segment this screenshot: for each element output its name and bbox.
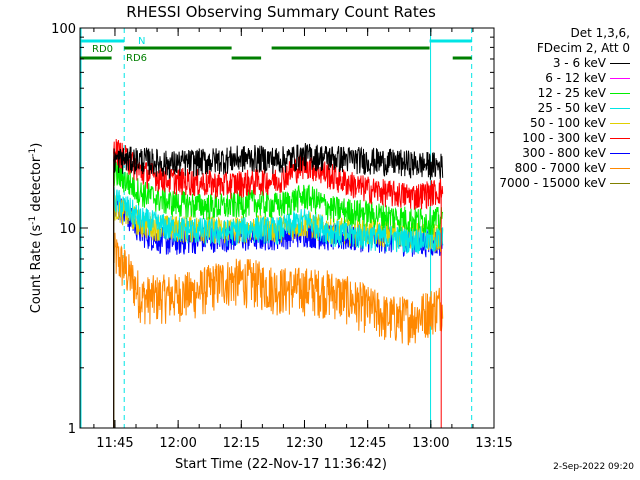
legend-entry-swatch xyxy=(610,108,630,109)
x-tick-label: 13:00 xyxy=(412,436,449,451)
n-label: N xyxy=(138,36,145,47)
y-tick-label: 10 xyxy=(59,222,76,237)
legend-entry: 12 - 25 keV xyxy=(499,86,630,101)
legend-entry-swatch xyxy=(610,138,630,139)
x-axis-title: Start Time (22-Nov-17 11:36:42) xyxy=(175,457,387,472)
x-tick-label: 12:45 xyxy=(349,436,386,451)
legend-detector-info-1: Det 1,3,6, xyxy=(570,26,631,40)
rd6-label: RD6 xyxy=(126,53,147,64)
series-line xyxy=(113,232,444,346)
series-line xyxy=(113,161,444,235)
legend-entries: 3 - 6 keV 6 - 12 keV 12 - 25 keV 25 - 50 ke… xyxy=(499,56,630,191)
legend-detector-info-2: FDecim 2, Att 0 xyxy=(536,41,630,55)
legend-entry: 6 - 12 keV xyxy=(499,71,630,86)
legend-entry-label: 6 - 12 keV xyxy=(545,71,606,85)
legend-entry-swatch xyxy=(610,63,630,64)
legend-entry-label: 7000 - 15000 keV xyxy=(499,176,606,190)
series-line xyxy=(113,142,444,180)
legend-entry: 25 - 50 keV xyxy=(499,101,630,116)
legend-entry-label: 3 - 6 keV xyxy=(552,56,606,70)
legend-entry-swatch xyxy=(610,168,630,169)
plot-area xyxy=(80,28,473,428)
generated-date: 2-Sep-2022 09:20 xyxy=(553,462,634,472)
x-tick-label: 11:45 xyxy=(96,436,133,451)
legend-entry-swatch xyxy=(610,78,630,79)
legend-entry-label: 100 - 300 keV xyxy=(522,131,606,145)
legend-entry: 800 - 7000 keV xyxy=(499,161,630,176)
legend-entry-label: 800 - 7000 keV xyxy=(514,161,606,175)
legend-entry: 300 - 800 keV xyxy=(499,146,630,161)
x-tick-label: 13:15 xyxy=(475,436,512,451)
legend-entry-label: 300 - 800 keV xyxy=(522,146,606,160)
legend-entry-label: 50 - 100 keV xyxy=(529,116,606,130)
legend-entry-swatch xyxy=(610,153,630,154)
legend: Det 1,3,6, FDecim 2, Att 0 3 - 6 keV 6 - … xyxy=(499,26,630,191)
legend-entry: 50 - 100 keV xyxy=(499,116,630,131)
legend-entry-label: 12 - 25 keV xyxy=(537,86,606,100)
rd0-label: RD0 xyxy=(92,44,113,55)
x-tick-label: 12:00 xyxy=(159,436,196,451)
legend-entry: 100 - 300 keV xyxy=(499,131,630,146)
y-tick-label: 1 xyxy=(68,422,76,437)
legend-entry-swatch xyxy=(610,123,630,124)
chart-title: RHESSI Observing Summary Count Rates xyxy=(126,3,436,21)
series-line xyxy=(113,138,444,210)
legend-entry: 3 - 6 keV xyxy=(499,56,630,71)
x-tick-label: 12:30 xyxy=(286,436,323,451)
legend-entry-swatch xyxy=(610,93,630,94)
y-axis-title: Count Rate (s-1 detector-1) xyxy=(28,143,44,314)
legend-entry-swatch xyxy=(610,183,630,184)
x-tick-label: 12:15 xyxy=(223,436,260,451)
legend-entry-label: 25 - 50 keV xyxy=(537,101,606,115)
legend-entry: 7000 - 15000 keV xyxy=(499,176,630,191)
y-tick-label: 100 xyxy=(51,22,76,37)
axes: 1 10 100 11:45 12:00 12:15 12:30 12:45 13:00 13:1… xyxy=(51,22,513,451)
series-line xyxy=(113,186,444,254)
